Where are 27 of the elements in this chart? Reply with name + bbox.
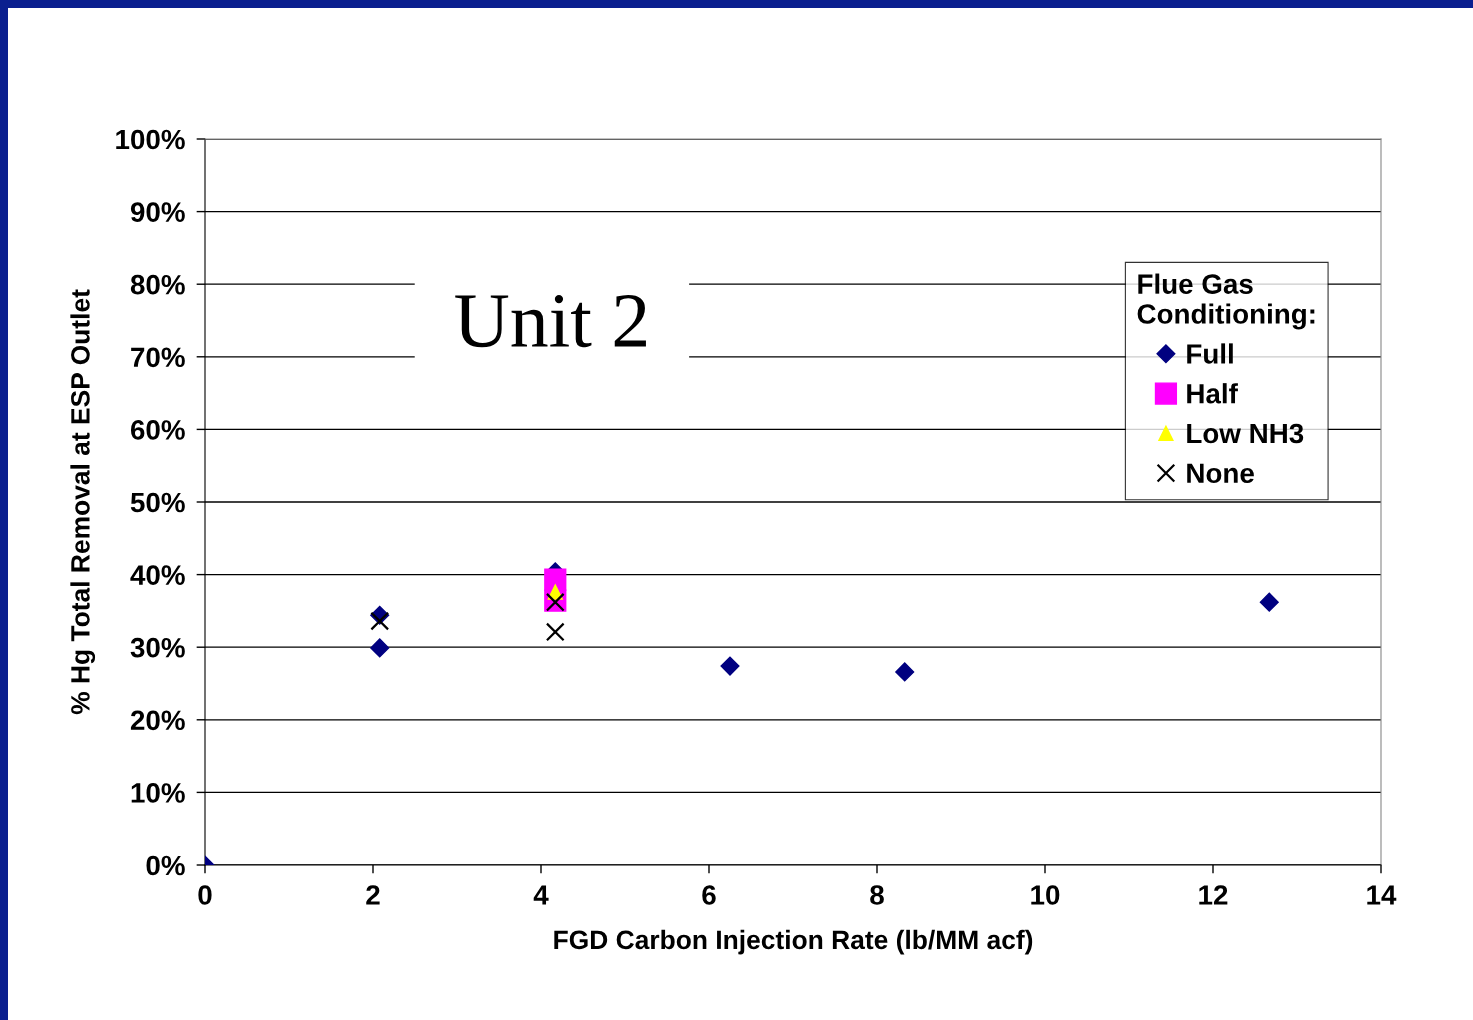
x-tick-label: 2 (366, 885, 380, 905)
x-tick-label: 14 (1367, 885, 1397, 905)
y-tick-label: 80% (130, 274, 185, 295)
legend-label: Full (1187, 343, 1233, 364)
y-tick-label: 90% (130, 202, 185, 222)
legend-label: Half (1187, 383, 1238, 404)
y-tick-label: 20% (130, 710, 185, 731)
legend-label: None (1187, 463, 1254, 484)
x-tick-label: 8 (870, 885, 884, 905)
y-tick-label: 70% (131, 347, 185, 368)
x-tick-label: 0 (198, 885, 212, 905)
y-axis-title: % Hg Total Removal at ESP Outlet (70, 289, 96, 715)
y-tick-label: 30% (130, 637, 185, 658)
y-tick-label: 100% (116, 129, 185, 150)
legend-label: Low NH3 (1187, 423, 1304, 444)
y-tick-label: 50% (130, 492, 185, 513)
x-tick-label: 10 (1031, 885, 1060, 905)
x-tick-label: 4 (533, 885, 549, 905)
y-tick-label: 10% (131, 783, 185, 803)
x-tick-label: 12 (1199, 885, 1228, 905)
y-tick-label: 0% (146, 855, 185, 876)
annotation: Unit 2 (455, 294, 646, 348)
y-tick-label: 60% (130, 420, 185, 440)
x-axis-title: FGD Carbon Injection Rate (lb/MM acf) (554, 929, 1033, 955)
legend-title: Flue Gas Conditioning: (1137, 273, 1315, 330)
y-tick-label: 40% (130, 565, 185, 585)
x-tick-label: 6 (702, 885, 716, 905)
